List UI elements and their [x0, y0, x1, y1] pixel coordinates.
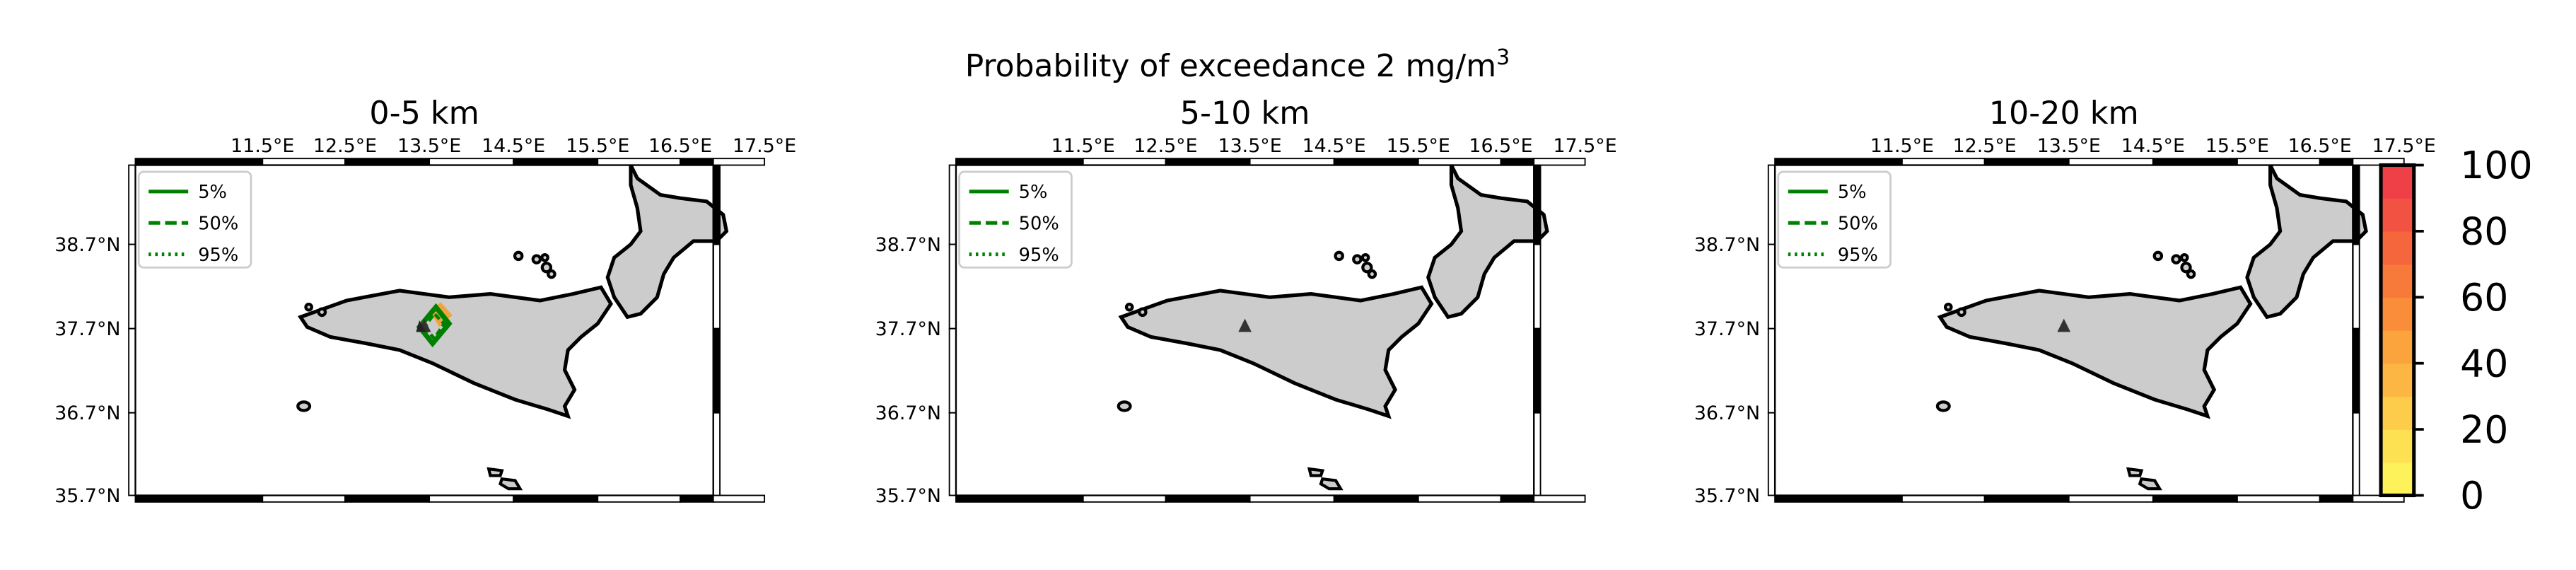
colorbar: 100 80 60 40 20 0: [2379, 143, 2533, 518]
figure-title: Probability of exceedance 2 mg/m3: [965, 45, 1510, 84]
colorbar-segment: [2381, 330, 2414, 364]
legend-label: 50%: [1019, 214, 1059, 235]
legend: 5% 50% 95%: [1777, 170, 1892, 269]
lat-tick-label: 35.7°N: [1694, 485, 1760, 507]
colorbar-segment: [2381, 297, 2414, 331]
legend-label: 5%: [1019, 182, 1048, 203]
lon-tick-label: 14.5°E: [482, 135, 545, 157]
lat-tick-label: 35.7°N: [875, 485, 941, 507]
lon-tick-label: 11.5°E: [231, 135, 294, 157]
legend-label: 95%: [1838, 245, 1878, 266]
colorbar-tick-label: 100: [2460, 143, 2532, 187]
colorbar-segment: [2381, 363, 2414, 397]
legend-label: 50%: [1838, 214, 1878, 235]
legend-label: 95%: [198, 245, 238, 266]
lon-tick-label: 12.5°E: [1953, 135, 2017, 157]
legend: 5% 50% 95%: [137, 170, 252, 269]
lon-tick-label: 12.5°E: [1133, 135, 1197, 157]
vent-triangle-icon: [1238, 318, 1252, 332]
colorbar-tick-label: 60: [2460, 275, 2508, 320]
colorbar-segment: [2381, 396, 2414, 430]
legend-label: 5%: [198, 182, 227, 203]
colorbar-segment: [2381, 198, 2414, 232]
lat-tick-label: 38.7°N: [875, 234, 941, 256]
lat-tick-label: 37.7°N: [54, 318, 120, 340]
colorbar-segment: [2381, 165, 2414, 199]
map-panel-1: 0-5 km 11.5°E 12.5°E 13.5°E 14.5°E 15.5°E 16.5…: [54, 95, 796, 507]
lon-tick-label: 16.5°E: [1469, 135, 1532, 157]
lat-tick-label: 37.7°N: [1694, 318, 1760, 340]
map-panel-3: 10-20 km 11.5°E 12.5°E 13.5°E 14.5°E 15.5°E 16…: [1694, 95, 2436, 507]
lon-tick-label: 13.5°E: [1218, 135, 1282, 157]
lon-tick-label: 11.5°E: [1051, 135, 1115, 157]
lon-tick-label: 13.5°E: [397, 135, 461, 157]
colorbar-segment: [2381, 462, 2414, 496]
legend-label: 50%: [198, 214, 238, 235]
panel-title: 0-5 km: [369, 95, 479, 132]
lon-tick-label: 17.5°E: [1554, 135, 1617, 157]
colorbar-segment: [2381, 264, 2414, 298]
lon-tick-label: 15.5°E: [1387, 135, 1450, 157]
lon-tick-label: 17.5°E: [733, 135, 796, 157]
lat-tick-label: 38.7°N: [54, 234, 120, 256]
colorbar-tick-label: 20: [2460, 407, 2508, 452]
lon-tick-label: 14.5°E: [1302, 135, 1366, 157]
panel-title: 10-20 km: [1989, 95, 2139, 132]
lon-tick-label: 16.5°E: [648, 135, 712, 157]
lon-tick-label: 15.5°E: [566, 135, 629, 157]
probability-contours: [416, 302, 453, 348]
lon-tick-label: 13.5°E: [2037, 135, 2101, 157]
legend: 5% 50% 95%: [958, 170, 1073, 269]
lat-tick-label: 36.7°N: [875, 402, 941, 424]
lat-tick-label: 35.7°N: [54, 485, 120, 507]
legend-label: 5%: [1838, 182, 1867, 203]
panel-title: 5-10 km: [1180, 95, 1310, 132]
legend-label: 95%: [1019, 245, 1059, 266]
lat-tick-label: 36.7°N: [54, 402, 120, 424]
colorbar-segment: [2381, 231, 2414, 265]
lat-tick-label: 37.7°N: [875, 318, 941, 340]
lon-tick-label: 15.5°E: [2205, 135, 2269, 157]
lon-tick-label: 11.5°E: [1870, 135, 1934, 157]
lon-tick-label: 14.5°E: [2121, 135, 2185, 157]
colorbar-tick-label: 0: [2460, 473, 2484, 518]
colorbar-segment: [2381, 429, 2414, 463]
map-panel-2: 5-10 km 11.5°E 12.5°E 13.5°E 14.5°E 15.5°E 16.…: [875, 95, 1617, 507]
lon-tick-label: 17.5°E: [2372, 135, 2436, 157]
colorbar-tick-label: 40: [2460, 341, 2508, 385]
lon-tick-label: 12.5°E: [313, 135, 377, 157]
lat-tick-label: 38.7°N: [1694, 234, 1760, 256]
lat-tick-label: 36.7°N: [1694, 402, 1760, 424]
colorbar-tick-label: 80: [2460, 209, 2508, 254]
vent-triangle-icon: [2057, 318, 2071, 332]
lon-tick-label: 16.5°E: [2288, 135, 2352, 157]
